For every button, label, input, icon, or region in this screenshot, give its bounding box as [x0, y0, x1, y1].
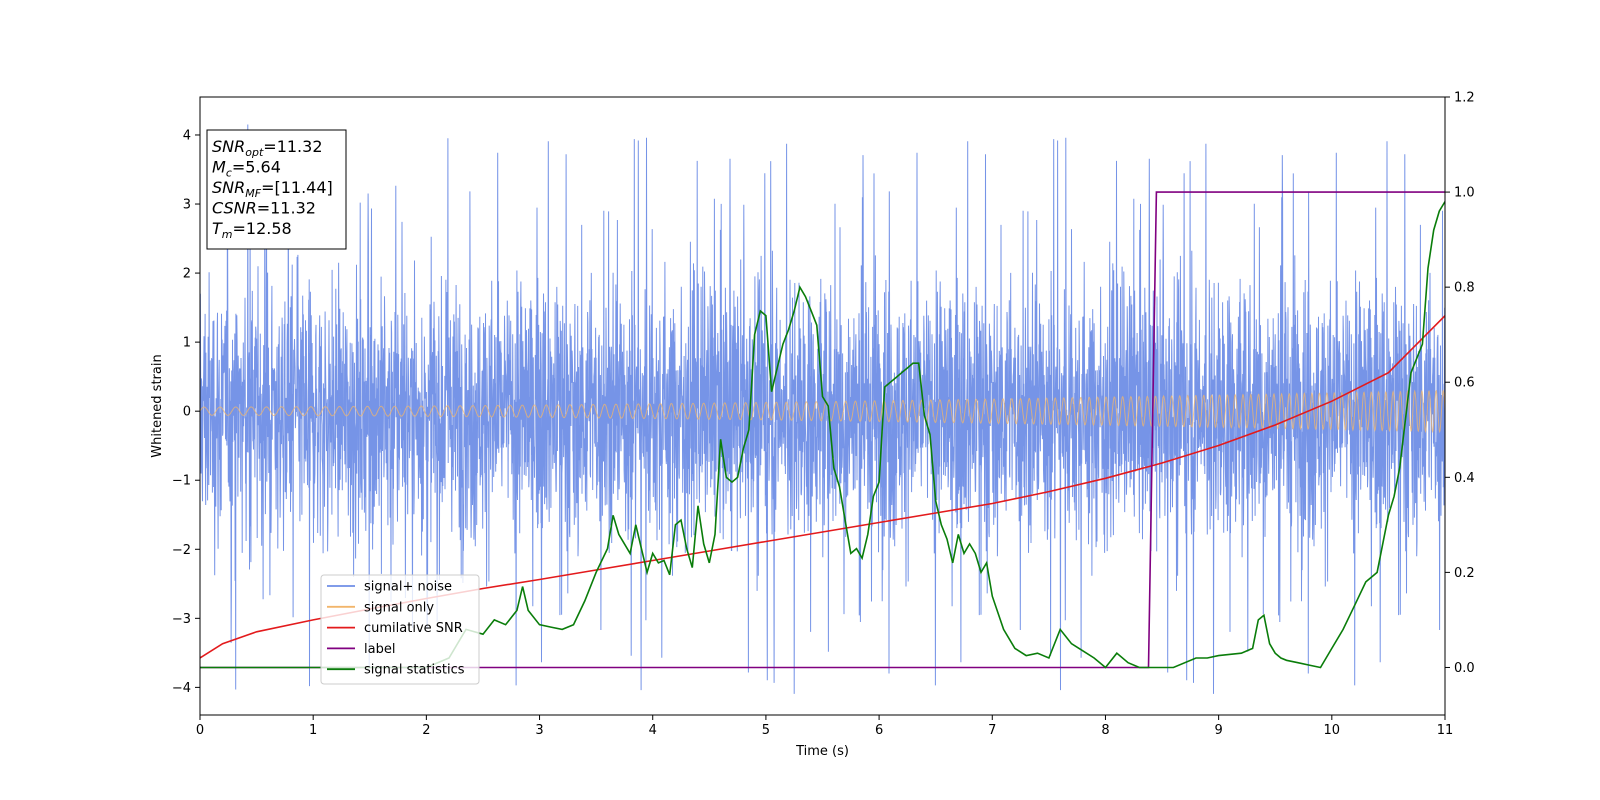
legend-entry: signal only: [364, 600, 434, 615]
x-tick-label: 2: [422, 723, 430, 738]
y-left-tick-label: 1: [183, 336, 191, 351]
legend-frame: [320, 574, 480, 685]
legend-entry: label: [364, 642, 395, 657]
series-label: [200, 191, 1445, 669]
x-tick-label: 0: [196, 723, 204, 738]
annotation-line: SNRopt=11.32: [212, 137, 323, 159]
annotation-line: CSNR=11.32: [212, 199, 316, 218]
x-axis-label: Time (s): [795, 744, 849, 759]
y-left-tick-label: 0: [183, 405, 191, 420]
y-left-tick-label: 3: [183, 198, 191, 213]
series-signal-statistics: [200, 201, 1445, 669]
stats-annotation: SNRopt=11.32Mc=5.64SNRMF=[11.44]CSNR=11.…: [206, 129, 347, 250]
y-left-tick-label: −2: [172, 543, 191, 558]
y-axis-right: 0.0 0.2 0.4 0.6 0.8 1.0 1.2: [1445, 91, 1475, 676]
annotation-line: SNRMF=[11.44]: [212, 178, 333, 200]
y-axis-left: −4 −3 −2 −1 0 1 2 3 4: [172, 128, 200, 696]
y-axis-label: Whitened strain: [150, 354, 165, 457]
y-left-tick-label: −3: [172, 612, 191, 627]
legend: signal+ noise signal only cumilative SNR la…: [320, 574, 480, 685]
y-left-tick-label: 4: [183, 128, 191, 143]
y-right-tick-label: 0.6: [1454, 376, 1475, 391]
y-right-tick-label: 1.2: [1454, 91, 1475, 106]
y-left-tick-label: −4: [172, 681, 191, 696]
x-tick-label: 10: [1324, 723, 1341, 738]
series-signal-only: [200, 389, 1445, 434]
plot-frame: [199, 96, 1446, 716]
annotation-line: Mc=5.64: [212, 158, 281, 180]
x-tick-label: 5: [762, 723, 770, 738]
y-right-tick-label: 0.8: [1454, 281, 1475, 296]
annotation-frame: [206, 129, 347, 250]
x-tick-label: 1: [309, 723, 317, 738]
x-tick-label: 7: [988, 723, 996, 738]
y-right-tick-label: 0.0: [1454, 661, 1475, 676]
x-tick-label: 6: [875, 723, 883, 738]
legend-entry: signal statistics: [364, 663, 465, 678]
x-tick-label: 11: [1437, 723, 1454, 738]
y-left-tick-label: −1: [172, 474, 191, 489]
y-right-tick-label: 0.4: [1454, 471, 1475, 486]
x-tick-label: 9: [1214, 723, 1222, 738]
x-tick-label: 3: [535, 723, 543, 738]
legend-entry: signal+ noise: [364, 580, 452, 595]
x-tick-label: 4: [649, 723, 657, 738]
x-tick-label: 8: [1101, 723, 1109, 738]
y-left-tick-label: 2: [183, 267, 191, 282]
annotation-line: Tm=12.58: [212, 219, 292, 241]
legend-entry: cumilative SNR: [364, 621, 463, 636]
x-axis: 0 1 2 3 4 5 6 7 8 9 10 11: [196, 715, 1453, 738]
y-right-tick-label: 1.0: [1454, 186, 1475, 201]
y-right-tick-label: 0.2: [1454, 566, 1475, 581]
